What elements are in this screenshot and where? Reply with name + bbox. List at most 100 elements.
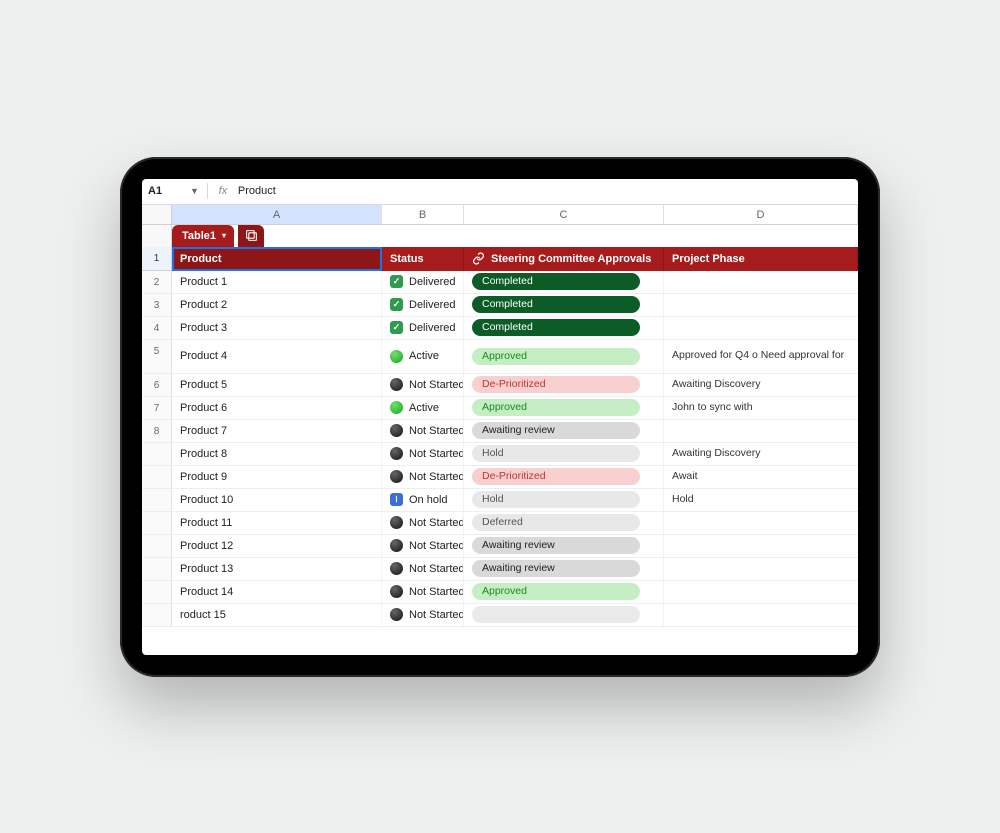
cell-phase[interactable] xyxy=(664,294,858,316)
row-number[interactable]: 8 xyxy=(142,420,172,442)
cell-approval[interactable]: Hold xyxy=(464,443,664,465)
table-row[interactable]: Product 10ⅰOn holdHoldHold xyxy=(142,489,858,512)
cell-phase[interactable] xyxy=(664,271,858,293)
cell-approval[interactable]: Approved xyxy=(464,340,664,373)
table-row[interactable]: 6Product 5Not StartedDe-PrioritizedAwait… xyxy=(142,374,858,397)
row-number[interactable] xyxy=(142,581,172,603)
cell-product[interactable]: Product 12 xyxy=(172,535,382,557)
table-row[interactable]: 2Product 1✓DeliveredCompleted xyxy=(142,271,858,294)
cell-product[interactable]: roduct 15 xyxy=(172,604,382,626)
cell-status[interactable]: Not Started xyxy=(382,374,464,396)
header-status[interactable]: Status xyxy=(382,247,464,271)
row-number[interactable]: 7 xyxy=(142,397,172,419)
formula-input[interactable]: Product xyxy=(238,185,852,197)
cell-approval[interactable]: Awaiting review xyxy=(464,420,664,442)
table-row[interactable]: 7Product 6ActiveApprovedJohn to sync wit… xyxy=(142,397,858,420)
cell-approval[interactable]: Completed xyxy=(464,271,664,293)
row-number[interactable]: 2 xyxy=(142,271,172,293)
row-number[interactable] xyxy=(142,604,172,626)
cell-approval[interactable]: De-Prioritized xyxy=(464,374,664,396)
row-number[interactable]: 4 xyxy=(142,317,172,339)
table-row[interactable]: Product 11Not StartedDeferred xyxy=(142,512,858,535)
cell-status[interactable]: Not Started xyxy=(382,512,464,534)
row-number[interactable] xyxy=(142,535,172,557)
cell-status[interactable]: Active xyxy=(382,340,464,373)
cell-reference[interactable]: A1 xyxy=(148,185,182,197)
column-header-A[interactable]: A xyxy=(172,205,382,224)
cell-product[interactable]: Product 14 xyxy=(172,581,382,603)
row-number[interactable] xyxy=(142,512,172,534)
header-approvals[interactable]: Steering Committee Approvals xyxy=(464,247,664,271)
table-row[interactable]: roduct 15Not Started xyxy=(142,604,858,627)
cell-phase[interactable]: Hold xyxy=(664,489,858,511)
cell-product[interactable]: Product 7 xyxy=(172,420,382,442)
cell-status[interactable]: Not Started xyxy=(382,466,464,488)
cell-product[interactable]: Product 8 xyxy=(172,443,382,465)
row-number[interactable] xyxy=(142,443,172,465)
cell-product[interactable]: Product 13 xyxy=(172,558,382,580)
cell-approval[interactable]: Completed xyxy=(464,317,664,339)
table-view-button[interactable] xyxy=(238,225,264,247)
cell-phase[interactable]: Approved for Q4 o Need approval for xyxy=(664,340,858,373)
cell-product[interactable]: Product 6 xyxy=(172,397,382,419)
cell-status[interactable]: Active xyxy=(382,397,464,419)
cell-approval[interactable]: Deferred xyxy=(464,512,664,534)
table-row[interactable]: Product 13Not StartedAwaiting review xyxy=(142,558,858,581)
cell-status[interactable]: Not Started xyxy=(382,535,464,557)
cell-approval[interactable]: Approved xyxy=(464,581,664,603)
cell-product[interactable]: Product 2 xyxy=(172,294,382,316)
cell-approval[interactable]: Awaiting review xyxy=(464,535,664,557)
column-header-B[interactable]: B xyxy=(382,205,464,224)
table-row[interactable]: Product 9Not StartedDe-PrioritizedAwait xyxy=(142,466,858,489)
row-number[interactable] xyxy=(142,489,172,511)
row-number-1[interactable]: 1 xyxy=(142,247,172,271)
cell-status[interactable]: Not Started xyxy=(382,558,464,580)
chevron-down-icon[interactable]: ▾ xyxy=(222,231,226,240)
table-row[interactable]: Product 14Not StartedApproved xyxy=(142,581,858,604)
cell-ref-dropdown-icon[interactable]: ▼ xyxy=(190,186,199,196)
row-number[interactable] xyxy=(142,466,172,488)
cell-status[interactable]: ⅰOn hold xyxy=(382,489,464,511)
cell-product[interactable]: Product 3 xyxy=(172,317,382,339)
cell-approval[interactable] xyxy=(464,604,664,626)
cell-phase[interactable]: Awaiting Discovery xyxy=(664,443,858,465)
table-row[interactable]: 5Product 4ActiveApprovedApproved for Q4 … xyxy=(142,340,858,374)
column-header-D[interactable]: D xyxy=(664,205,858,224)
row-number[interactable]: 3 xyxy=(142,294,172,316)
cell-status[interactable]: Not Started xyxy=(382,443,464,465)
cell-product[interactable]: Product 5 xyxy=(172,374,382,396)
cell-status[interactable]: Not Started xyxy=(382,604,464,626)
row-number[interactable]: 6 xyxy=(142,374,172,396)
cell-phase[interactable] xyxy=(664,581,858,603)
table-tab[interactable]: Table1 ▾ xyxy=(172,225,234,247)
cell-status[interactable]: ✓Delivered xyxy=(382,271,464,293)
cell-phase[interactable] xyxy=(664,535,858,557)
cell-phase[interactable] xyxy=(664,420,858,442)
select-all-corner[interactable] xyxy=(142,205,172,224)
cell-product[interactable]: Product 9 xyxy=(172,466,382,488)
table-row[interactable]: Product 8Not StartedHoldAwaiting Discove… xyxy=(142,443,858,466)
cell-status[interactable]: Not Started xyxy=(382,581,464,603)
cell-phase[interactable]: Await xyxy=(664,466,858,488)
cell-phase[interactable] xyxy=(664,558,858,580)
cell-phase[interactable] xyxy=(664,317,858,339)
row-number[interactable] xyxy=(142,558,172,580)
cell-approval[interactable]: Awaiting review xyxy=(464,558,664,580)
cell-product[interactable]: Product 1 xyxy=(172,271,382,293)
cell-product[interactable]: Product 11 xyxy=(172,512,382,534)
cell-approval[interactable]: Hold xyxy=(464,489,664,511)
cell-phase[interactable]: John to sync with xyxy=(664,397,858,419)
cell-product[interactable]: Product 4 xyxy=(172,340,382,373)
table-row[interactable]: 8Product 7Not StartedAwaiting review xyxy=(142,420,858,443)
cell-approval[interactable]: De-Prioritized xyxy=(464,466,664,488)
cell-approval[interactable]: Completed xyxy=(464,294,664,316)
column-header-C[interactable]: C xyxy=(464,205,664,224)
table-row[interactable]: 3Product 2✓DeliveredCompleted xyxy=(142,294,858,317)
cell-status[interactable]: Not Started xyxy=(382,420,464,442)
header-phase[interactable]: Project Phase xyxy=(664,247,858,271)
cell-phase[interactable] xyxy=(664,512,858,534)
cell-approval[interactable]: Approved xyxy=(464,397,664,419)
cell-phase[interactable] xyxy=(664,604,858,626)
cell-status[interactable]: ✓Delivered xyxy=(382,317,464,339)
table-row[interactable]: 4Product 3✓DeliveredCompleted xyxy=(142,317,858,340)
